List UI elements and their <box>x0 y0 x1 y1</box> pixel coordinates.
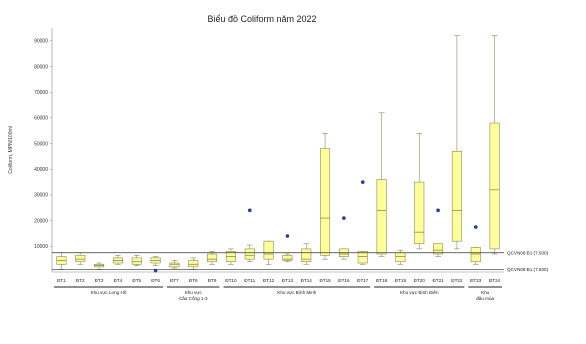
box-đt18 <box>376 112 387 257</box>
y-tick-label: 30000 <box>34 193 48 199</box>
x-tick-label: ĐT11 <box>244 278 255 283</box>
box-đt9 <box>207 251 218 265</box>
box-series <box>56 35 500 273</box>
x-tick-label: ĐT13 <box>282 278 294 283</box>
threshold-label: QCVN08:B1 (7.500) <box>507 267 549 272</box>
iqr-box <box>470 247 481 263</box>
x-tick-label: ĐT9 <box>208 278 217 283</box>
box-đt21 <box>433 243 444 257</box>
box-đt23 <box>470 247 481 265</box>
iqr-box <box>395 252 406 263</box>
group-label: Khu vực Bình Minh <box>277 290 317 295</box>
x-tick-label: ĐT16 <box>338 278 350 283</box>
y-axis: 10000 20000 30000 40000 50000 60000 70000 80000… <box>34 28 53 272</box>
x-tick-label: ĐT3 <box>95 278 104 283</box>
box-đt1 <box>56 252 67 270</box>
iqr-box <box>169 262 180 268</box>
box-đt10 <box>225 248 236 265</box>
x-tick-label: ĐT22 <box>451 278 463 283</box>
iqr-box <box>188 260 199 268</box>
x-tick-label: ĐT5 <box>132 278 141 283</box>
outlier-point <box>360 180 365 184</box>
y-tick-label: 60000 <box>34 116 48 122</box>
box-đt12 <box>263 240 274 265</box>
iqr-box <box>376 179 387 255</box>
iqr-box <box>301 248 312 263</box>
box-đt15 <box>320 133 331 260</box>
x-tick-label: ĐT2 <box>76 278 85 283</box>
threshold-label: QCVN08:B1 (7.500) <box>507 251 549 256</box>
outlier-point <box>247 208 252 213</box>
x-tick-label: ĐT12 <box>263 278 275 283</box>
x-tick-label: ĐT7 <box>170 278 179 283</box>
iqr-box <box>263 240 274 260</box>
x-tick-label: ĐT24 <box>489 278 501 283</box>
outlier-point <box>436 208 440 213</box>
box-đt11 <box>244 244 255 263</box>
group-label: Khu vực Long Hồ <box>91 290 127 295</box>
iqr-box <box>75 255 86 263</box>
iqr-box <box>433 243 444 255</box>
box-đt4 <box>112 255 123 265</box>
x-tick-label: ĐT8 <box>189 278 198 283</box>
y-tick-label: 90000 <box>34 39 48 45</box>
threshold-lines: QCVN08:B1 (7.500) QCVN08:B1 (7.500) <box>52 251 549 272</box>
x-tick-label: ĐT6 <box>151 278 160 283</box>
iqr-box <box>489 122 500 250</box>
x-tick-label: ĐT19 <box>395 278 407 283</box>
box-đt24 <box>489 35 500 255</box>
group-label: Khu vực <box>185 290 203 295</box>
x-tick-label: ĐT4 <box>114 278 123 283</box>
group-label: Khu <box>481 290 490 295</box>
x-tick-label: ĐT1 <box>57 278 66 283</box>
iqr-box <box>207 253 218 263</box>
iqr-box <box>320 148 331 256</box>
outlier-point <box>342 216 346 220</box>
iqr-box <box>244 248 255 260</box>
x-tick-label: ĐT17 <box>357 278 369 283</box>
chart-title: Biểu đồ Coliform năm 2022 <box>207 14 316 24</box>
x-tick-label: ĐT23 <box>470 278 482 283</box>
y-tick-label: 40000 <box>34 167 48 173</box>
box-đt14 <box>301 243 312 265</box>
box-đt17 <box>357 251 368 265</box>
iqr-box <box>357 251 368 264</box>
box-đt13 <box>282 253 293 263</box>
x-tick-label: ĐT10 <box>225 278 237 283</box>
y-tick-label: 20000 <box>34 218 48 224</box>
group-label: Khu vực Bình Điền <box>400 290 439 295</box>
x-tick-label: ĐT20 <box>414 278 426 283</box>
box-đt5 <box>131 255 142 266</box>
box-đt19 <box>395 249 406 265</box>
x-tick-label: ĐT21 <box>432 278 444 283</box>
iqr-box <box>414 181 425 245</box>
x-tick-label: ĐT15 <box>319 278 331 283</box>
iqr-box <box>451 150 462 242</box>
box-đt20 <box>414 133 425 250</box>
box-đt6 <box>150 256 161 266</box>
box-đt8 <box>188 257 199 270</box>
x-axis: ĐT1 ĐT2 ĐT3 ĐT4 ĐT5 ĐT6 ĐT7 ĐT8 ĐT9 ĐT10 ĐT11 ĐT12 Đ… <box>52 271 504 283</box>
box-đt16 <box>338 248 349 260</box>
outlier-point <box>473 225 478 229</box>
y-tick-label: 80000 <box>34 64 48 70</box>
y-tick-label: 10000 <box>34 244 48 250</box>
box-đt3 <box>94 262 105 270</box>
y-axis-label: Coliform, MPN/100ml <box>8 126 14 174</box>
box-đt7 <box>169 260 180 269</box>
outlier-point <box>285 234 290 238</box>
group-label: đâu mùa <box>476 296 494 301</box>
x-tick-label: ĐT18 <box>376 278 388 283</box>
group-label: Cầu Cống 1-3 <box>179 296 208 301</box>
box-đt22 <box>451 35 462 250</box>
y-tick-label: 70000 <box>34 90 48 96</box>
outlier-point <box>153 268 158 273</box>
iqr-box <box>282 255 293 261</box>
y-tick-label: 50000 <box>34 141 48 147</box>
box-đt2 <box>75 252 86 265</box>
x-tick-label: ĐT14 <box>301 278 313 283</box>
iqr-box <box>131 257 142 265</box>
